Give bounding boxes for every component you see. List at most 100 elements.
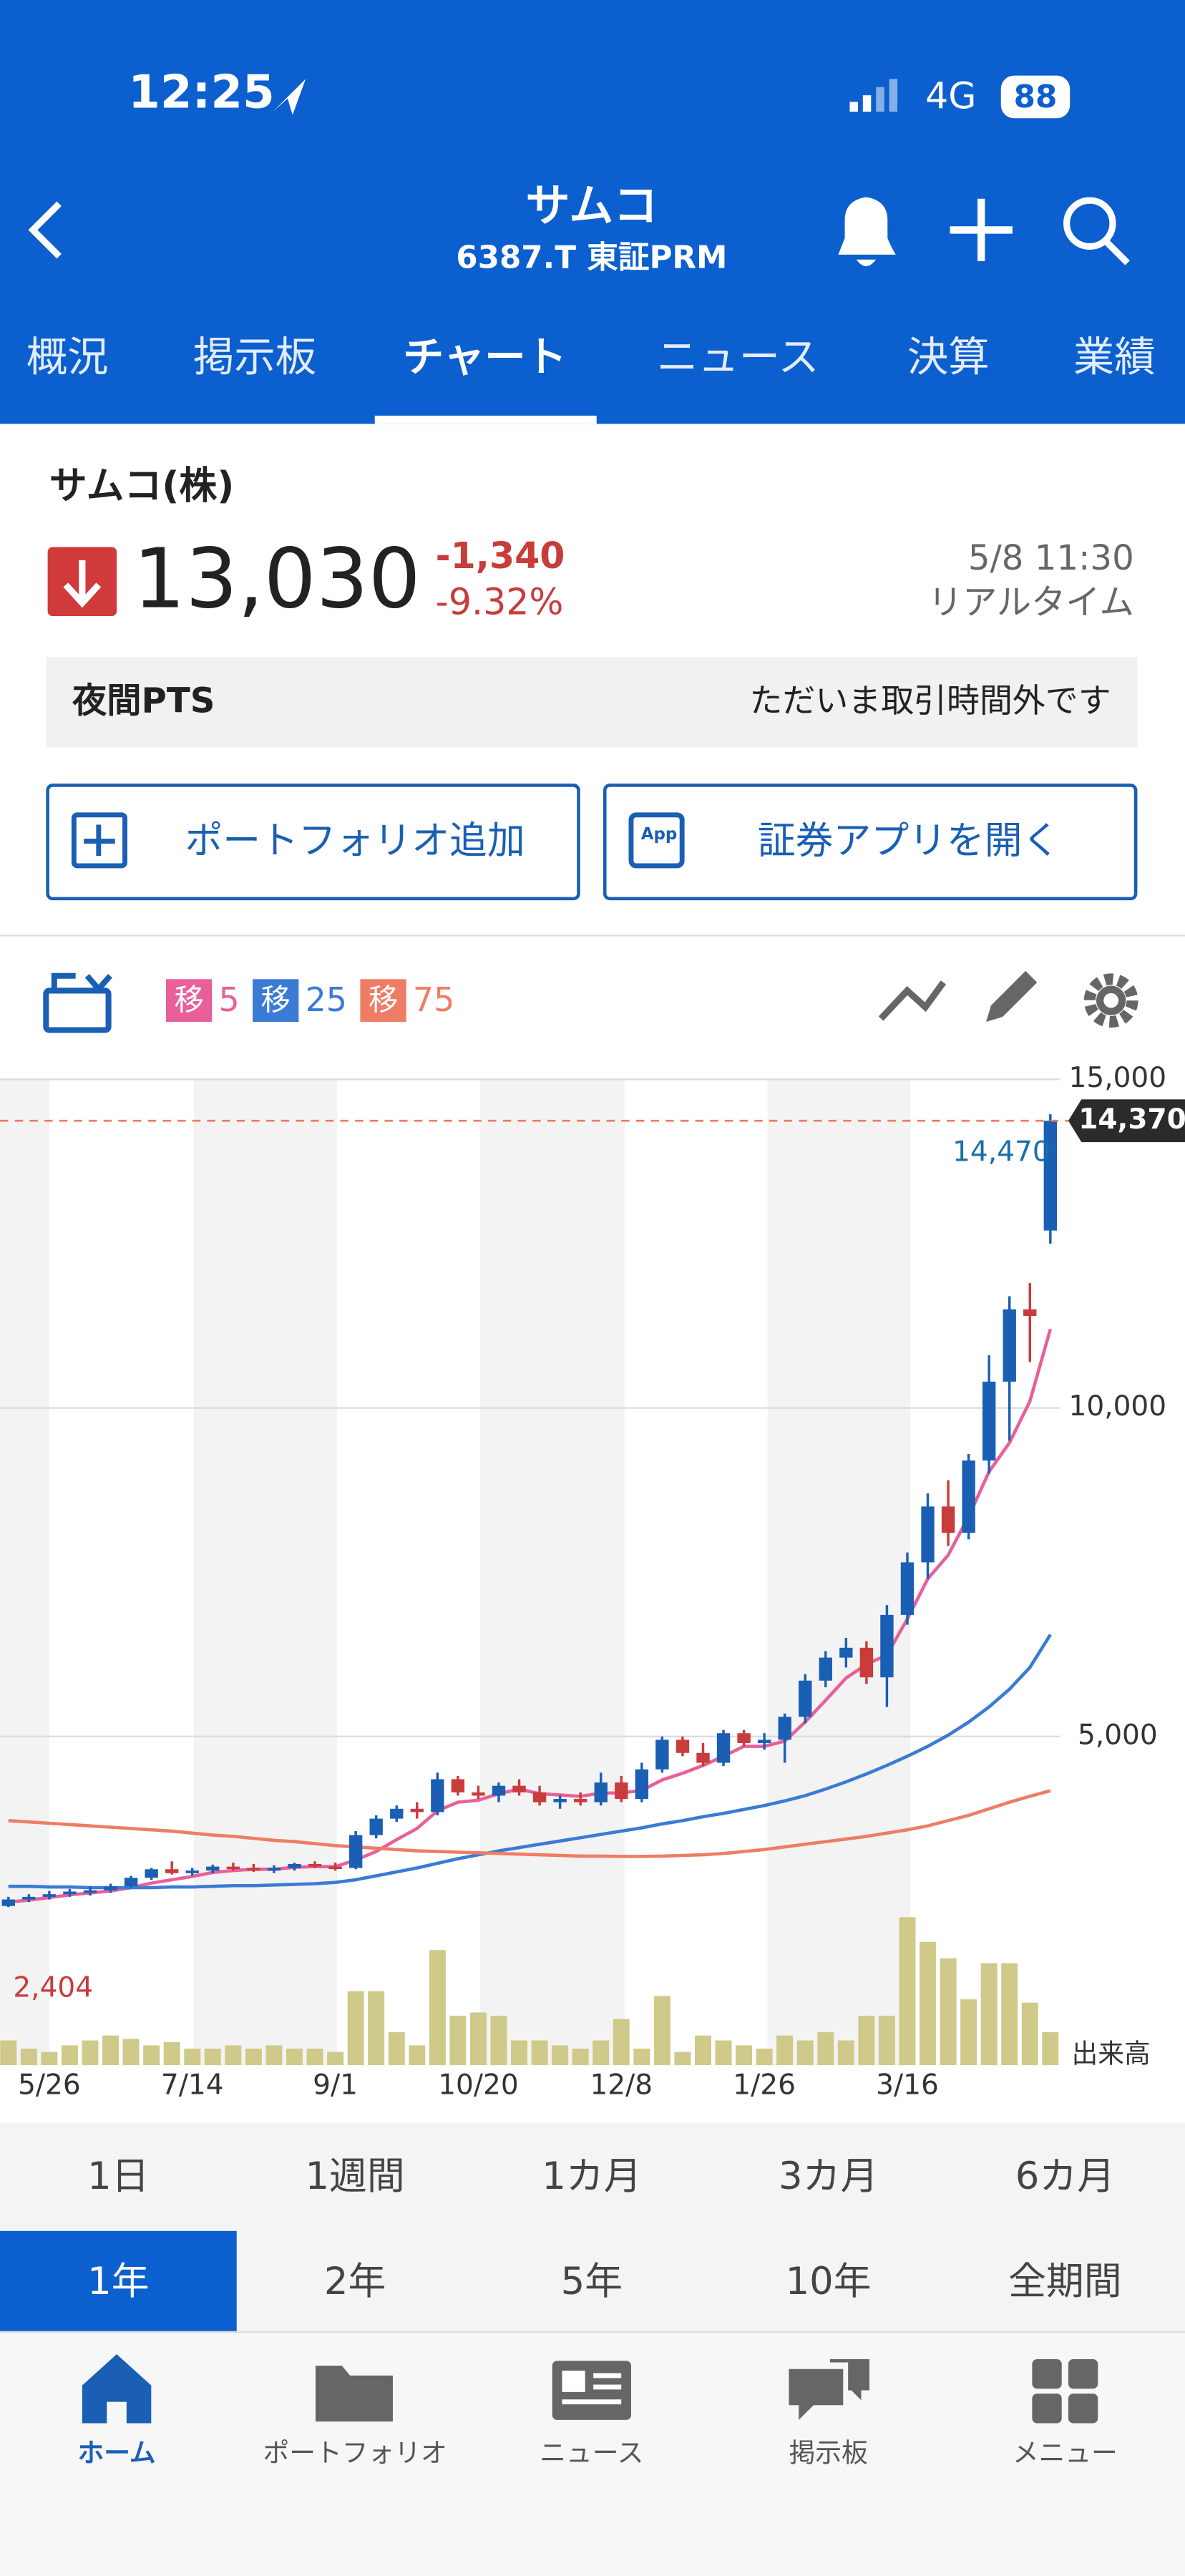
candle-body [472, 1792, 485, 1796]
volume-bar [1021, 2002, 1038, 2065]
candle-body [348, 1835, 363, 1868]
candle-body [185, 1870, 199, 1873]
quote-time: 5/8 11:30 [968, 538, 1134, 578]
period-button[interactable]: 全期間 [1008, 2260, 1121, 2303]
volume-bar [122, 2039, 140, 2065]
volume-bar [286, 2049, 303, 2065]
tab[interactable]: 掲示板 [193, 333, 316, 381]
period-button[interactable]: 1週間 [306, 2155, 405, 2198]
candle-body [859, 1647, 874, 1678]
volume-bar [490, 2016, 507, 2065]
bell-icon[interactable] [838, 197, 896, 266]
volume-bar [940, 1958, 957, 2065]
candle-body [226, 1866, 240, 1870]
back-button[interactable] [28, 201, 62, 259]
battery [1000, 75, 1071, 119]
y-tick-label: 10,000 [1069, 1390, 1167, 1423]
stock-name: サムコ(株) [49, 464, 234, 508]
period-button[interactable]: 5年 [561, 2260, 623, 2303]
volume-label: 出来高 [1072, 2039, 1151, 2069]
volume-bar [776, 2035, 794, 2065]
home-icon [82, 2354, 152, 2424]
nav-item[interactable]: ニュース [540, 2438, 643, 2469]
ma-period: 25 [306, 980, 347, 1019]
tab[interactable]: ニュース [657, 333, 819, 381]
period-button[interactable]: 6カ月 [1015, 2155, 1115, 2198]
volume-bar [633, 2049, 650, 2065]
volume-bar [41, 2051, 58, 2065]
change-pct: -9.32% [436, 580, 564, 623]
volume-bar [552, 2045, 569, 2065]
news-icon [552, 2361, 631, 2420]
period-button[interactable]: 3カ月 [779, 2155, 878, 2198]
candle-body [431, 1779, 444, 1813]
volume-bar [920, 1941, 937, 2065]
portfolio-button-label: ポートフォリオ追加 [185, 819, 525, 862]
volume-bar [817, 2032, 834, 2065]
line-icon[interactable] [878, 980, 947, 1021]
ma-badge-text: 移 [261, 983, 291, 1018]
candle-body [63, 1891, 77, 1895]
chart: 5,000 10,000 15,000 出来高 5/26 7/14 9/1 10/20 12/8… [0, 1062, 1185, 2101]
tab[interactable]: 決算 [907, 333, 990, 381]
period-active-bg [0, 2230, 237, 2331]
candle-body [492, 1785, 506, 1796]
nav-item[interactable]: 掲示板 [789, 2438, 867, 2469]
nav-item[interactable]: メニュー [1013, 2438, 1118, 2469]
candle-body [83, 1890, 97, 1893]
y-tick-label: 15,000 [1069, 1062, 1167, 1094]
ma-badge [165, 979, 213, 1023]
period-button[interactable]: 1カ月 [542, 2155, 641, 2198]
volume-bar [980, 1963, 998, 2065]
candle-body [288, 1863, 301, 1868]
candle-body [328, 1866, 342, 1870]
volume-bar [184, 2049, 201, 2065]
period-button[interactable]: 10年 [786, 2260, 872, 2303]
chart-type-icon[interactable] [43, 972, 112, 1033]
period-button[interactable]: 1日 [87, 2155, 149, 2198]
period-button[interactable]: 2年 [324, 2260, 386, 2303]
tab[interactable]: 概況 [26, 333, 109, 381]
search-icon[interactable] [1063, 197, 1130, 265]
nav-divider [0, 2331, 1185, 2333]
portfolio-button[interactable] [46, 784, 580, 901]
ma-badge [360, 979, 406, 1023]
open-app-button[interactable] [603, 784, 1138, 901]
volume-bar [20, 2049, 37, 2065]
candle-body [532, 1792, 547, 1802]
settings-icon[interactable] [1083, 973, 1138, 1028]
x-tick-label: 9/1 [313, 2069, 358, 2101]
add-icon[interactable] [950, 198, 1013, 262]
volume-bar [694, 2035, 711, 2065]
battery-level: 88 [1014, 79, 1058, 115]
candle-body [737, 1733, 751, 1743]
candle-body [778, 1717, 791, 1740]
volume-bar [613, 2019, 630, 2065]
volume-bar [469, 2012, 487, 2065]
realtime: リアルタイム [928, 582, 1134, 623]
y-tick-label: 5,000 [1078, 1719, 1158, 1751]
period-button[interactable]: 1年 [87, 2260, 149, 2303]
draw-icon[interactable] [986, 970, 1038, 1023]
volume-bar [1042, 2032, 1059, 2065]
volume-bar [653, 1996, 670, 2065]
tab-indicator [374, 415, 597, 424]
candle-body [982, 1381, 996, 1461]
header-subtitle: 6387.T 東証PRM [456, 240, 727, 276]
volume-bar [858, 2016, 875, 2065]
volume-bar [572, 2049, 589, 2065]
nav-item[interactable]: ホーム [78, 2438, 156, 2469]
price: 13,030 [133, 532, 421, 628]
volume-bar [327, 2051, 344, 2065]
x-tick-label: 1/26 [733, 2069, 796, 2101]
candle-body [1023, 1309, 1037, 1317]
tab[interactable]: 業績 [1073, 333, 1156, 381]
x-tick-label: 10/20 [438, 2069, 518, 2101]
ma-badge-text: 移 [369, 983, 398, 1018]
plus-icon [71, 812, 128, 869]
volume-bar [409, 2045, 426, 2065]
tab[interactable]: チャート [403, 333, 567, 381]
nav-item[interactable]: ポートフォリオ [263, 2438, 447, 2469]
menu-icon [1032, 2358, 1098, 2424]
ma-badge [253, 979, 299, 1023]
